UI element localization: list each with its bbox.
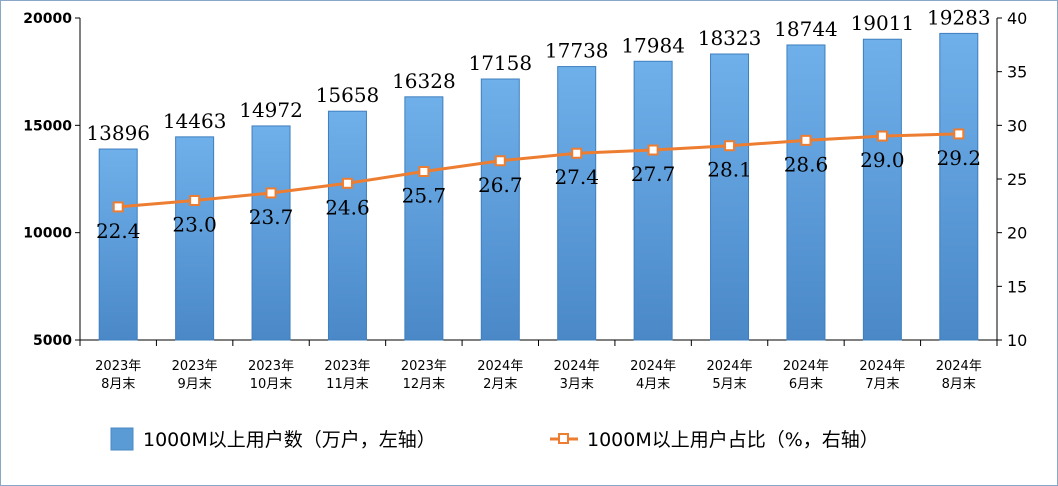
x-tick-label: 7月末 bbox=[865, 377, 899, 392]
bar-value-label: 14972 bbox=[239, 98, 303, 122]
x-tick-label: 2023年 bbox=[172, 359, 218, 374]
x-tick-label: 2024年 bbox=[630, 359, 676, 374]
bar bbox=[251, 125, 291, 341]
bar bbox=[786, 44, 826, 341]
bars-layer bbox=[98, 32, 979, 341]
ratio-point bbox=[112, 201, 124, 213]
x-tick-label: 2024年 bbox=[859, 359, 905, 374]
x-tick-label: 2023年 bbox=[324, 359, 370, 374]
bar bbox=[327, 110, 367, 341]
ratio-point bbox=[953, 128, 965, 140]
bar-value-label: 15658 bbox=[316, 83, 380, 107]
x-tick-label: 2023年 bbox=[401, 359, 447, 374]
y-left-tick-label: 10000 bbox=[23, 226, 72, 242]
x-tick-label: 6月末 bbox=[789, 377, 823, 392]
y-right-tick-label: 15 bbox=[1007, 277, 1027, 296]
bar bbox=[939, 32, 979, 341]
ratio-line bbox=[118, 132, 959, 209]
y-right-tick-label: 30 bbox=[1007, 116, 1027, 135]
bar-value-label: 13896 bbox=[86, 121, 150, 145]
x-tick-label: 5月末 bbox=[712, 377, 746, 392]
legend: 1000M以上用户数（万户，左轴） 1000M以上用户占比（%，右轴） bbox=[110, 427, 879, 451]
bar-value-label: 19283 bbox=[927, 5, 991, 29]
x-tick-label: 2024年 bbox=[936, 359, 982, 374]
ratio-value-label: 24.6 bbox=[325, 195, 370, 219]
x-tick-label: 2023年 bbox=[248, 359, 294, 374]
ratio-value-label: 22.4 bbox=[96, 219, 141, 243]
x-tick-label: 2024年 bbox=[554, 359, 600, 374]
y-right-tick-label: 10 bbox=[1007, 331, 1027, 350]
legend-line-marker bbox=[558, 433, 569, 444]
ratio-value-label: 28.6 bbox=[784, 152, 829, 176]
y-right-tick-label: 40 bbox=[1007, 9, 1027, 28]
ratio-point bbox=[189, 194, 201, 206]
bar bbox=[633, 60, 673, 341]
y-left-tick-label: 15000 bbox=[23, 118, 72, 134]
bar-value-label: 17158 bbox=[468, 51, 532, 75]
x-tick-label: 11月末 bbox=[326, 377, 369, 392]
bar bbox=[557, 66, 597, 341]
ratio-point bbox=[341, 177, 353, 189]
bar-value-label: 19011 bbox=[851, 11, 915, 35]
x-tick-label: 3月末 bbox=[560, 377, 594, 392]
legend-line-label: 1000M以上用户占比（%，右轴） bbox=[587, 429, 879, 451]
x-tick-label: 2024年 bbox=[783, 359, 829, 374]
bar bbox=[480, 78, 520, 341]
x-tick-label: 2月末 bbox=[483, 377, 517, 392]
legend-bar-swatch bbox=[110, 427, 134, 451]
bar bbox=[862, 38, 902, 341]
bar-value-label: 16328 bbox=[392, 69, 456, 93]
ratio-value-label: 29.0 bbox=[860, 148, 905, 172]
ratio-value-label: 27.4 bbox=[554, 165, 599, 189]
x-tick-label: 10月末 bbox=[250, 377, 293, 392]
x-tick-label: 4月末 bbox=[636, 377, 670, 392]
bar-value-label: 17984 bbox=[621, 33, 685, 57]
ratio-point bbox=[571, 147, 583, 159]
ratio-point bbox=[647, 144, 659, 156]
y-right-tick-label: 35 bbox=[1007, 63, 1027, 82]
bar-value-label: 18744 bbox=[774, 17, 838, 41]
bar bbox=[710, 53, 750, 341]
x-tick-label: 9月末 bbox=[177, 377, 211, 392]
ratio-point bbox=[724, 140, 736, 152]
x-tick-label: 2024年 bbox=[706, 359, 752, 374]
ratio-value-label: 23.7 bbox=[249, 205, 294, 229]
ratio-point bbox=[418, 165, 430, 177]
bar-value-label: 17738 bbox=[545, 39, 609, 63]
ratio-point bbox=[494, 155, 506, 167]
ratio-point bbox=[800, 134, 812, 146]
ratio-value-label: 28.1 bbox=[707, 158, 752, 182]
ratio-value-label: 29.2 bbox=[937, 146, 982, 170]
ratio-value-label: 27.7 bbox=[631, 162, 676, 186]
y-left-tick-label: 20000 bbox=[23, 11, 72, 27]
y-right-tick-label: 25 bbox=[1007, 170, 1027, 189]
line-layer bbox=[112, 128, 965, 213]
ratio-point bbox=[876, 130, 888, 142]
legend-bar-label: 1000M以上用户数（万户，左轴） bbox=[143, 429, 436, 451]
bar-value-label: 14463 bbox=[163, 109, 227, 133]
ratio-value-label: 26.7 bbox=[478, 173, 523, 197]
x-tick-label: 12月末 bbox=[403, 377, 446, 392]
bar bbox=[175, 136, 215, 341]
y-left-tick-label: 5000 bbox=[33, 333, 72, 349]
ratio-value-label: 25.7 bbox=[402, 183, 447, 207]
x-tick-label: 8月末 bbox=[942, 377, 976, 392]
bar bbox=[404, 96, 444, 341]
ratio-value-label: 23.0 bbox=[172, 212, 217, 236]
x-tick-label: 2024年 bbox=[477, 359, 523, 374]
x-tick-label: 2023年 bbox=[95, 359, 141, 374]
labels-layer: 13896 14463 14972 15658 16328 17158 17738 17984… bbox=[86, 5, 990, 243]
axes-layer: 5000 10000 15000 20000 10 15 20 25 30 35 40 2023年 8月… bbox=[23, 9, 1027, 392]
y-right-tick-label: 20 bbox=[1007, 224, 1027, 243]
x-tick-label: 8月末 bbox=[101, 377, 135, 392]
bar-value-label: 18323 bbox=[698, 26, 762, 50]
bar bbox=[98, 148, 138, 341]
ratio-point bbox=[265, 187, 277, 199]
